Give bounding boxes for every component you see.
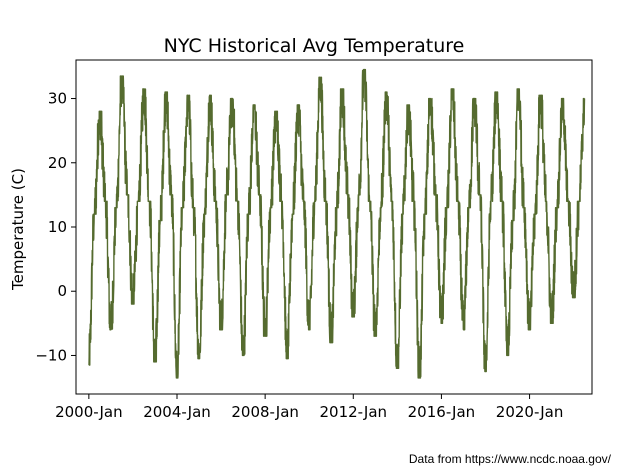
- x-tick-label: 2004-Jan: [143, 403, 211, 421]
- y-tick-label: −10: [35, 346, 67, 364]
- x-tick-label: 2008-Jan: [231, 403, 299, 421]
- plot-area: 2000-Jan 2004-Jan 2008-Jan 2012-Jan 2016-Jan…: [35, 59, 593, 421]
- series-layer: [88, 68, 586, 379]
- y-tick-label: 20: [48, 154, 67, 172]
- y-axis: −10 0 10 20 30: [35, 90, 76, 364]
- x-tick-label: 2000-Jan: [55, 403, 123, 421]
- chart-title: NYC Historical Avg Temperature: [164, 35, 465, 57]
- y-tick-label: 10: [48, 218, 67, 236]
- x-tick-label: 2016-Jan: [408, 403, 476, 421]
- x-tick-label: 2020-Jan: [496, 403, 564, 421]
- y-tick-label: 0: [57, 282, 67, 300]
- source-note: Data from https://www.ncdc.noaa.gov/: [408, 452, 611, 466]
- y-tick-label: 30: [48, 90, 67, 108]
- series-line: [88, 68, 586, 379]
- x-tick-label: 2012-Jan: [320, 403, 388, 421]
- x-axis: 2000-Jan 2004-Jan 2008-Jan 2012-Jan 2016-Jan…: [55, 394, 563, 421]
- y-axis-label: Temperature (C): [9, 168, 27, 291]
